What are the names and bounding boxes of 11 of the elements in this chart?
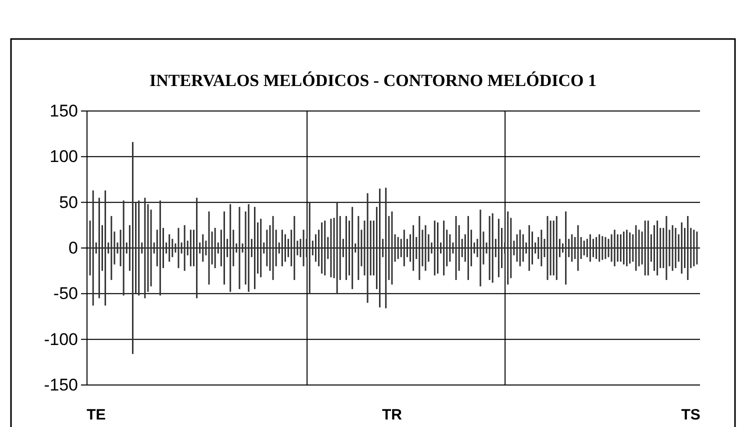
y-tick-label: 100: [50, 147, 78, 166]
x-tick-label: TS: [681, 406, 700, 424]
y-tick-label: 150: [50, 101, 78, 120]
y-tick-label: 50: [59, 192, 78, 212]
y-tick-label: 0: [68, 238, 78, 258]
x-tick-label: TE: [86, 406, 106, 424]
x-tick-label: TR: [382, 406, 402, 424]
y-tick-label: -150: [44, 375, 78, 394]
y-tick-label: -50: [53, 284, 78, 304]
chart-title: INTERVALOS MELÓDICOS - CONTORNO MELÓDICO 1: [150, 71, 596, 90]
y-tick-label: -100: [44, 330, 78, 349]
